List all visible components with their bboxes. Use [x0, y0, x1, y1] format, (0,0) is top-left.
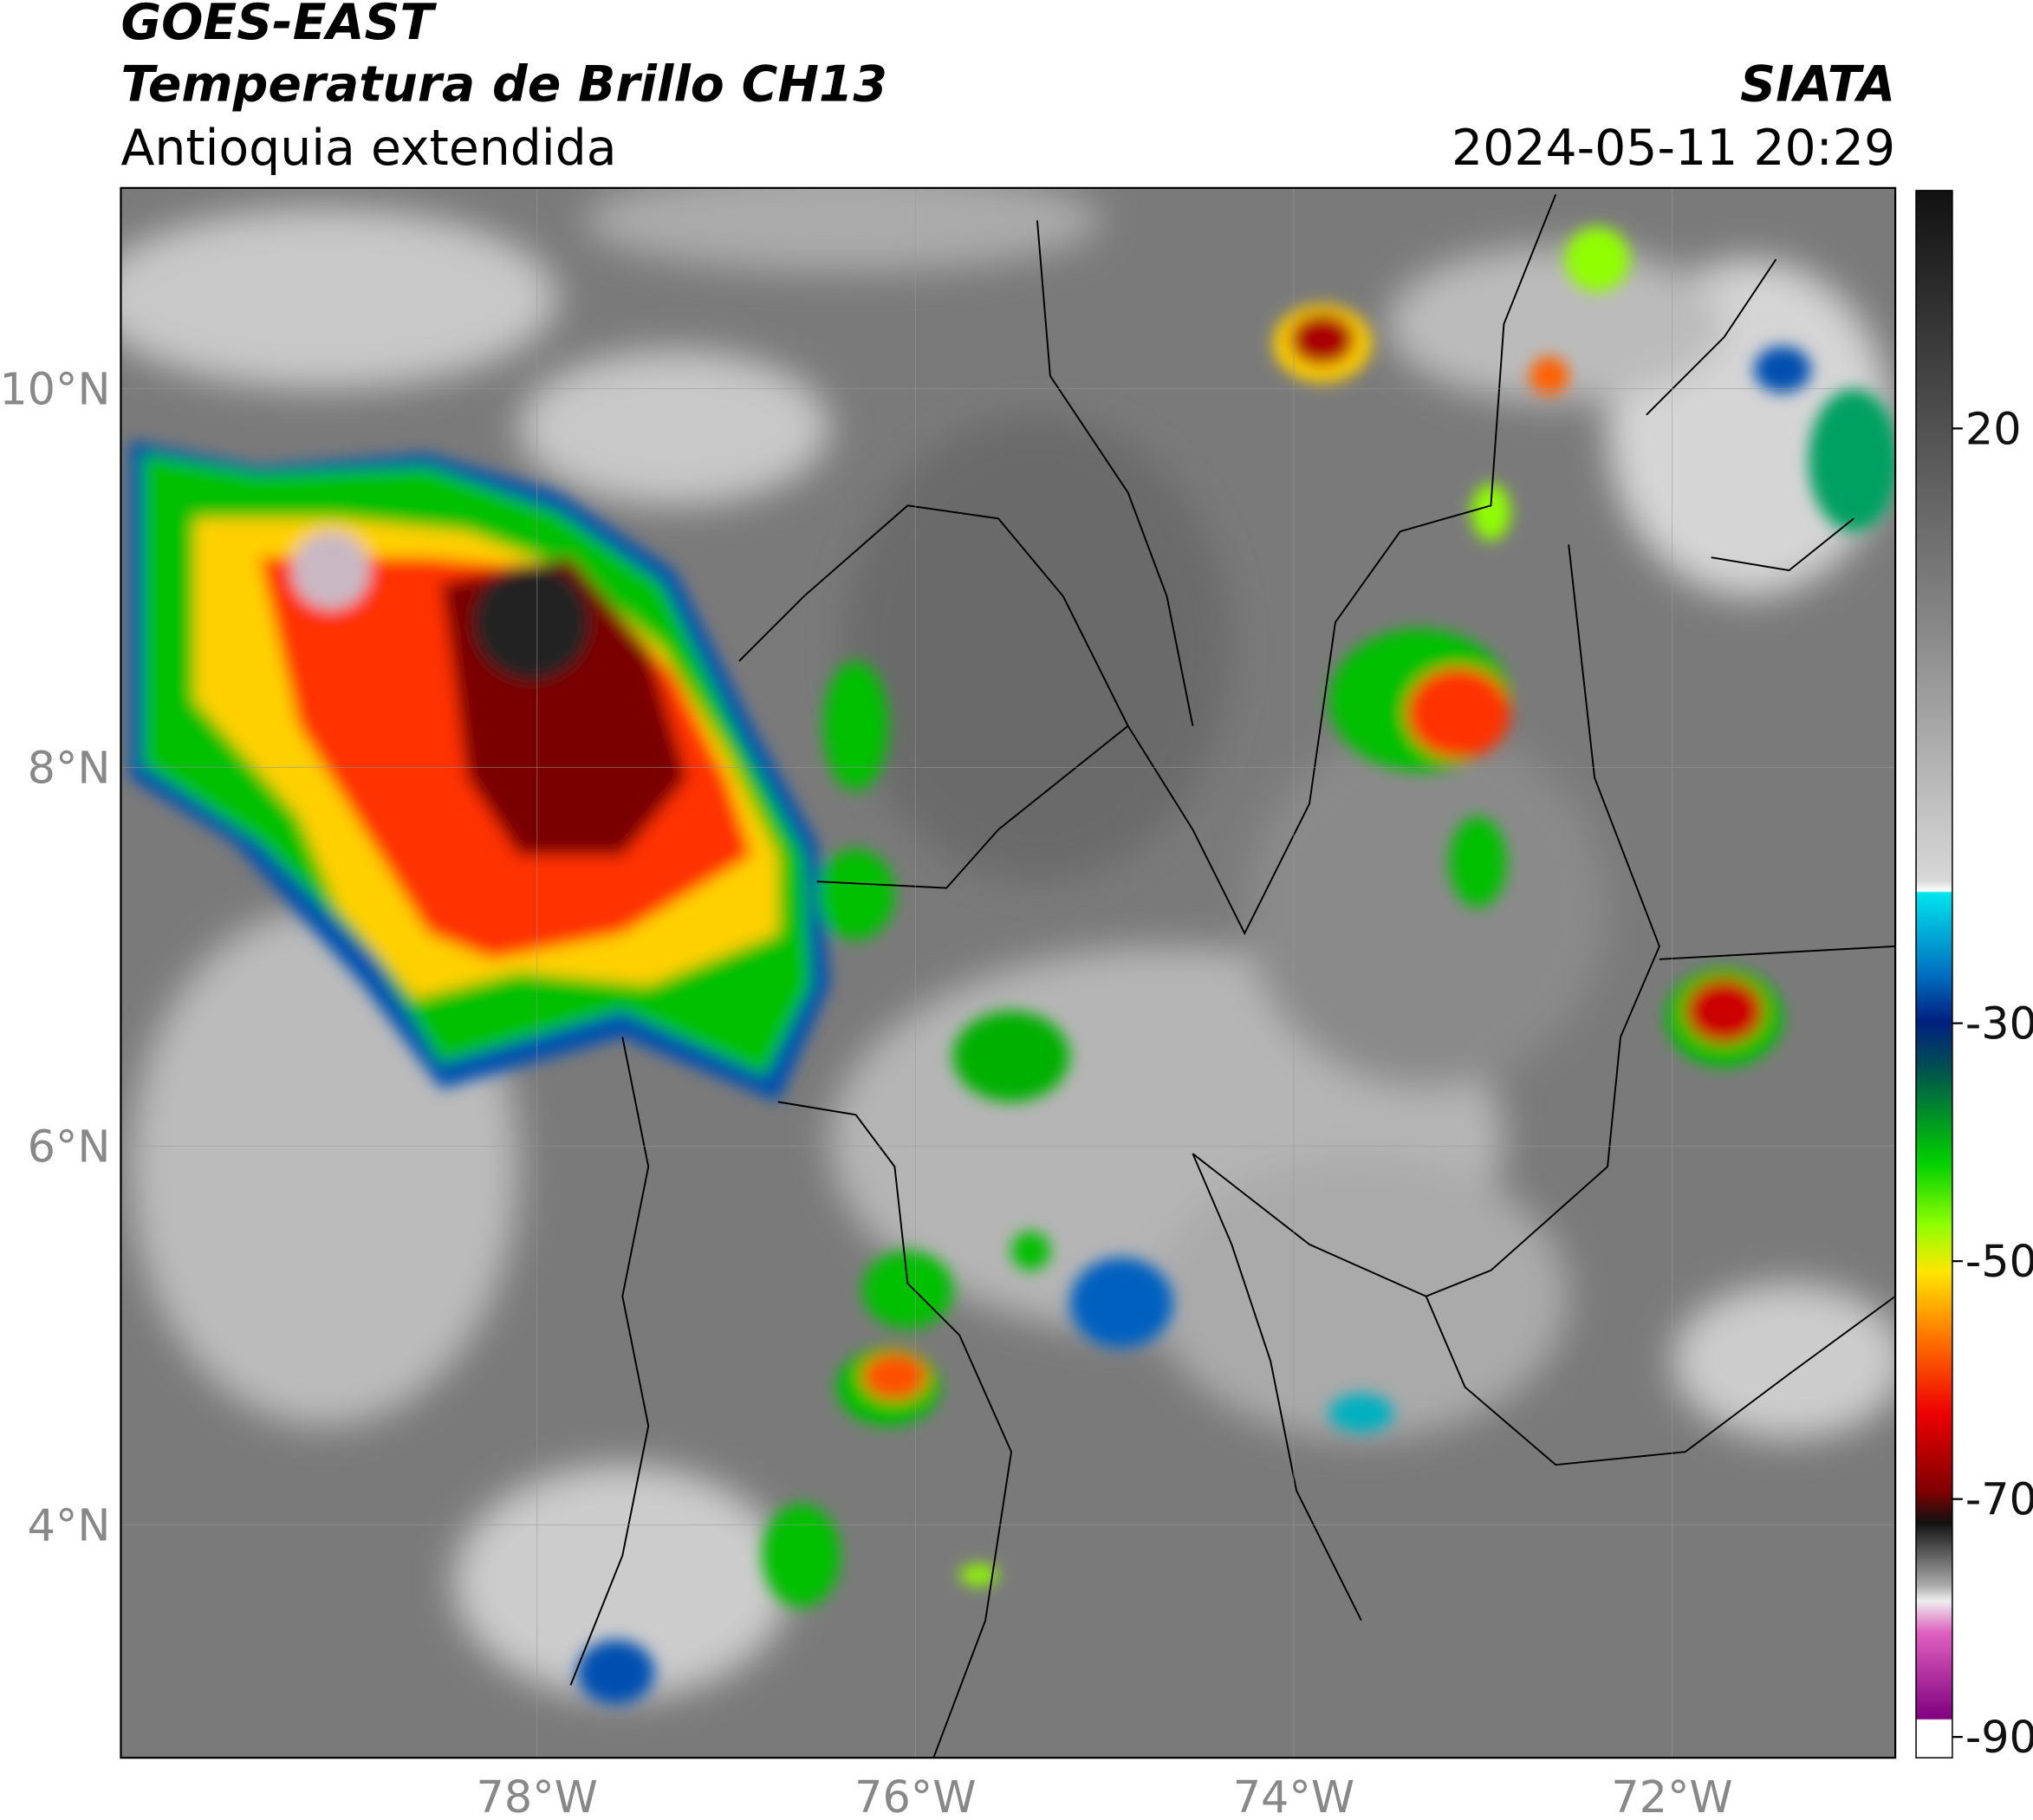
colorbar — [1915, 190, 1953, 1758]
colorbar-tick-label: -30 — [1965, 998, 2033, 1050]
map-frame — [120, 186, 1897, 1759]
colorbar-tick-label: -50 — [1965, 1236, 2033, 1287]
y-tick-label: 10°N — [0, 363, 110, 414]
datetime: 2024-05-11 20:29 — [1452, 120, 1895, 177]
colorbar-tick-label: -70 — [1965, 1474, 2033, 1525]
region: Antioquia extendida — [120, 120, 616, 177]
x-tick-label: 76°W — [854, 1771, 976, 1820]
y-tick-label: 6°N — [28, 1121, 111, 1172]
title: Temperatura de Brillo CH13 — [120, 56, 887, 114]
product: GOES-EAST — [120, 0, 437, 51]
y-tick-label: 4°N — [28, 1499, 111, 1550]
satellite-image — [120, 187, 1896, 1758]
y-tick-label: 8°N — [28, 742, 111, 793]
colorbar-tick-label: 20 — [1965, 403, 2022, 454]
x-tick-label: 72°W — [1611, 1771, 1732, 1820]
colorbar-tick-label: -90 — [1965, 1712, 2033, 1763]
source: SIATA — [1740, 56, 1895, 114]
x-tick-label: 78°W — [477, 1771, 598, 1820]
x-tick-label: 74°W — [1233, 1771, 1354, 1820]
